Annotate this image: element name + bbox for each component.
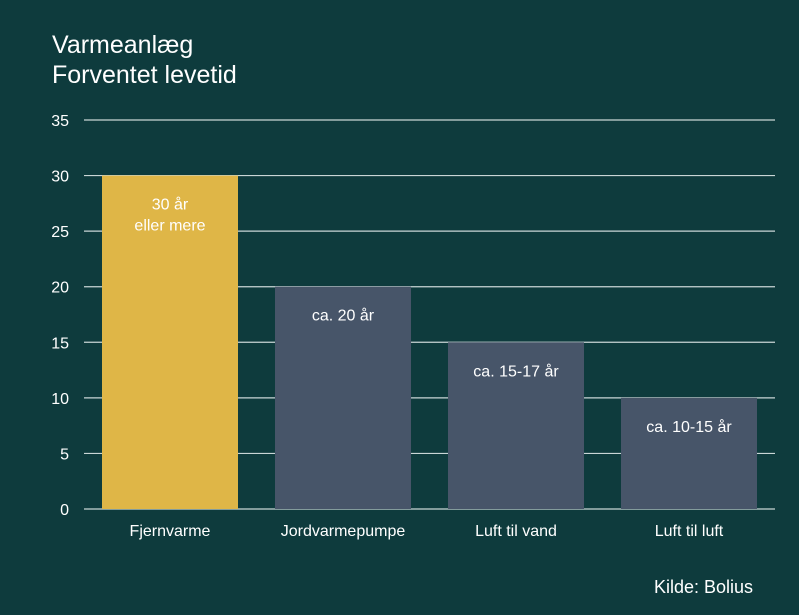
chart-subtitle: Forventet levetid: [52, 61, 237, 89]
y-tick-label: 0: [60, 502, 69, 519]
x-tick-label: Jordvarmepumpe: [281, 523, 406, 540]
y-tick-label: 35: [51, 113, 69, 130]
y-tick-label: 20: [51, 280, 69, 297]
bar: [275, 286, 411, 509]
y-tick-label: 15: [51, 335, 69, 352]
chart-title-block: Varmeanlæg Forventet levetid: [52, 30, 237, 90]
x-tick-label: Luft til vand: [475, 523, 557, 540]
x-tick-label: Fjernvarme: [130, 523, 211, 540]
bar-data-label: ca. 15-17 år: [473, 362, 559, 380]
bar-data-label: ca. 20 år: [312, 307, 375, 325]
chart-title: Varmeanlæg: [52, 31, 194, 59]
bar-data-label: ca. 10-15 år: [646, 418, 732, 436]
source-note: Kilde: Bolius: [653, 577, 753, 597]
bar: [621, 397, 757, 509]
y-tick-label: 10: [51, 391, 69, 408]
bar: [102, 175, 238, 510]
y-tick-label: 30: [51, 169, 69, 186]
y-tick-label: 5: [60, 446, 69, 463]
bar-data-label: eller mere: [134, 218, 205, 235]
bar-data-label: 30 år: [152, 196, 189, 214]
y-tick-label: 25: [51, 224, 69, 241]
x-tick-label: Luft til luft: [655, 523, 724, 540]
bar: [448, 342, 584, 509]
